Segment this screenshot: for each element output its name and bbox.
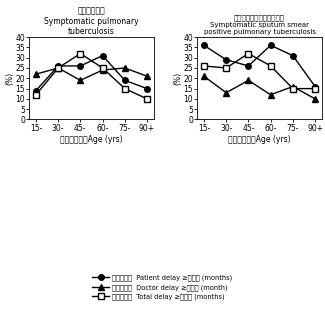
Y-axis label: (%): (%) <box>173 72 182 85</box>
Title: 有症状肺結核
Symptomatic pulmonary
tuberculosis: 有症状肺結核 Symptomatic pulmonary tuberculosi… <box>44 6 139 36</box>
Legend: 受診の遅れ  Patient delay ≥２カ月 (months), 診断の遅れ  Doctor delay ≥１カ月 (month), 発見の遅れ  Tot: 受診の遅れ Patient delay ≥２カ月 (months), 診断の遅れ… <box>90 272 235 303</box>
X-axis label: 年齢（歳）　Age (yrs): 年齢（歳） Age (yrs) <box>60 135 123 144</box>
Title: 有症状略痰塗抹陽性肺結核
Symptomatic sputum smear
positive pulmonary tuberculosis: 有症状略痰塗抹陽性肺結核 Symptomatic sputum smear po… <box>203 15 316 35</box>
Y-axis label: (%): (%) <box>5 72 14 85</box>
X-axis label: 年齢（歳）　Age (yrs): 年齢（歳） Age (yrs) <box>228 135 291 144</box>
